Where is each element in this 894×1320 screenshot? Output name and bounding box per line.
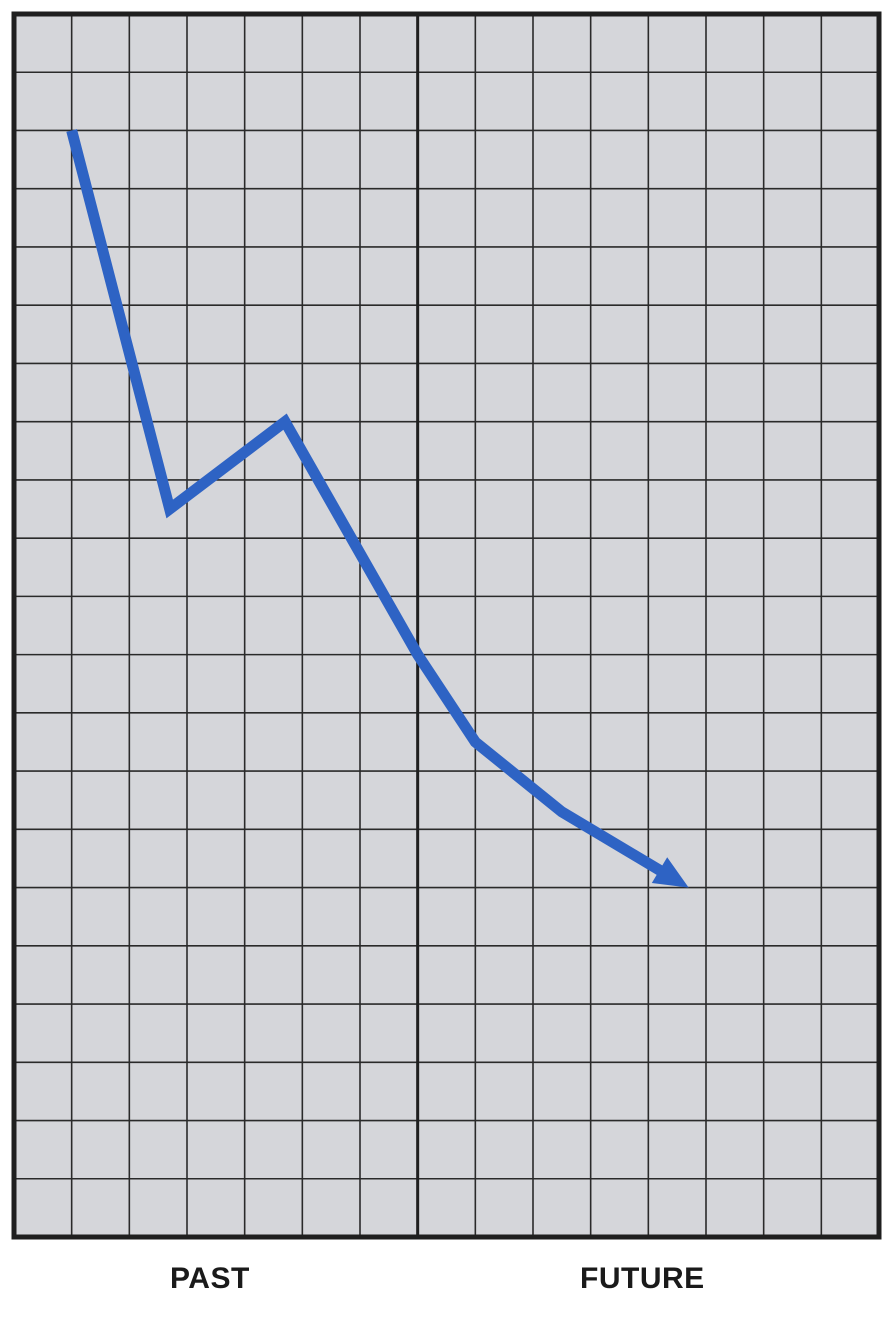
trend-line — [66, 129, 669, 879]
plot-frame — [11, 11, 882, 1240]
future-label: FUTURE — [580, 1262, 705, 1295]
trend-arrowhead — [651, 857, 689, 888]
grid — [14, 14, 879, 1237]
past-label: PAST — [170, 1262, 250, 1295]
series-layer — [66, 129, 689, 888]
plot-background — [14, 14, 879, 1237]
